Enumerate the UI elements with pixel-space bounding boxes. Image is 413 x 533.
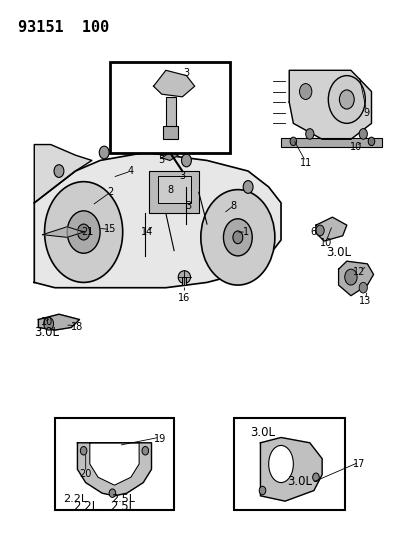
Ellipse shape: [109, 489, 115, 497]
Ellipse shape: [315, 225, 323, 236]
Text: 3: 3: [185, 200, 191, 211]
Text: 19: 19: [153, 434, 166, 444]
Ellipse shape: [44, 317, 54, 330]
Ellipse shape: [299, 84, 311, 100]
Ellipse shape: [142, 447, 148, 455]
Polygon shape: [161, 152, 178, 160]
Text: 21: 21: [81, 227, 94, 237]
Bar: [110, 62, 229, 152]
Text: 3.0L: 3.0L: [325, 246, 350, 259]
Ellipse shape: [305, 128, 313, 139]
Text: 3.0L: 3.0L: [249, 425, 275, 439]
Text: 3.0L: 3.0L: [34, 326, 59, 340]
Ellipse shape: [268, 446, 293, 482]
Ellipse shape: [99, 146, 109, 159]
Bar: [166, 97, 176, 128]
Ellipse shape: [54, 165, 64, 177]
Ellipse shape: [77, 224, 90, 240]
Ellipse shape: [200, 190, 274, 285]
Polygon shape: [43, 227, 83, 237]
Polygon shape: [90, 443, 139, 485]
Ellipse shape: [358, 282, 366, 293]
Text: 1: 1: [242, 227, 249, 237]
Text: 2.2L: 2.2L: [63, 494, 87, 504]
Ellipse shape: [80, 447, 87, 455]
Ellipse shape: [367, 137, 374, 146]
Text: 13: 13: [358, 296, 370, 306]
Text: 2.2L: 2.2L: [73, 499, 98, 513]
Bar: [157, 176, 190, 203]
Ellipse shape: [181, 154, 191, 167]
Ellipse shape: [233, 231, 242, 244]
Ellipse shape: [344, 269, 356, 285]
Ellipse shape: [328, 76, 364, 123]
Text: 10: 10: [349, 142, 361, 152]
Text: 2: 2: [107, 187, 113, 197]
Text: 3.0L: 3.0L: [287, 475, 311, 488]
Text: 18: 18: [71, 322, 83, 333]
Polygon shape: [153, 70, 194, 97]
Text: 3: 3: [179, 172, 185, 181]
Text: 10: 10: [319, 238, 332, 248]
Polygon shape: [34, 144, 92, 203]
Text: 8: 8: [230, 200, 236, 211]
Ellipse shape: [290, 137, 296, 146]
Ellipse shape: [242, 181, 252, 193]
Polygon shape: [38, 314, 79, 330]
Polygon shape: [260, 438, 321, 501]
Ellipse shape: [223, 219, 252, 256]
Text: 14: 14: [141, 227, 153, 237]
Bar: [55, 418, 174, 511]
Text: 15: 15: [104, 224, 116, 235]
Text: 2.5L: 2.5L: [110, 494, 134, 504]
Polygon shape: [315, 217, 346, 241]
Bar: [149, 171, 198, 214]
Ellipse shape: [67, 211, 100, 253]
Ellipse shape: [178, 271, 190, 284]
Text: 17: 17: [352, 459, 364, 469]
Polygon shape: [338, 261, 373, 296]
Text: 12: 12: [352, 267, 364, 277]
Text: 16: 16: [178, 293, 190, 303]
Bar: [280, 138, 381, 147]
Text: 93151  100: 93151 100: [18, 20, 109, 35]
Text: 10: 10: [40, 317, 52, 327]
Text: 5: 5: [158, 156, 164, 165]
Ellipse shape: [312, 473, 318, 481]
Text: 9: 9: [363, 108, 369, 118]
Text: 3: 3: [183, 68, 189, 78]
Ellipse shape: [339, 90, 354, 109]
Ellipse shape: [358, 128, 366, 139]
Text: 4: 4: [128, 166, 134, 176]
Text: 20: 20: [79, 470, 92, 479]
Polygon shape: [289, 70, 370, 139]
Bar: [233, 418, 344, 511]
Ellipse shape: [259, 486, 265, 495]
Bar: [162, 126, 178, 139]
Ellipse shape: [45, 182, 122, 282]
Text: 11: 11: [299, 158, 311, 168]
Polygon shape: [34, 152, 280, 288]
Text: 6: 6: [310, 227, 316, 237]
Text: 8: 8: [166, 184, 173, 195]
Polygon shape: [77, 443, 151, 496]
Bar: [182, 277, 186, 285]
Text: 2.5L: 2.5L: [110, 499, 135, 513]
